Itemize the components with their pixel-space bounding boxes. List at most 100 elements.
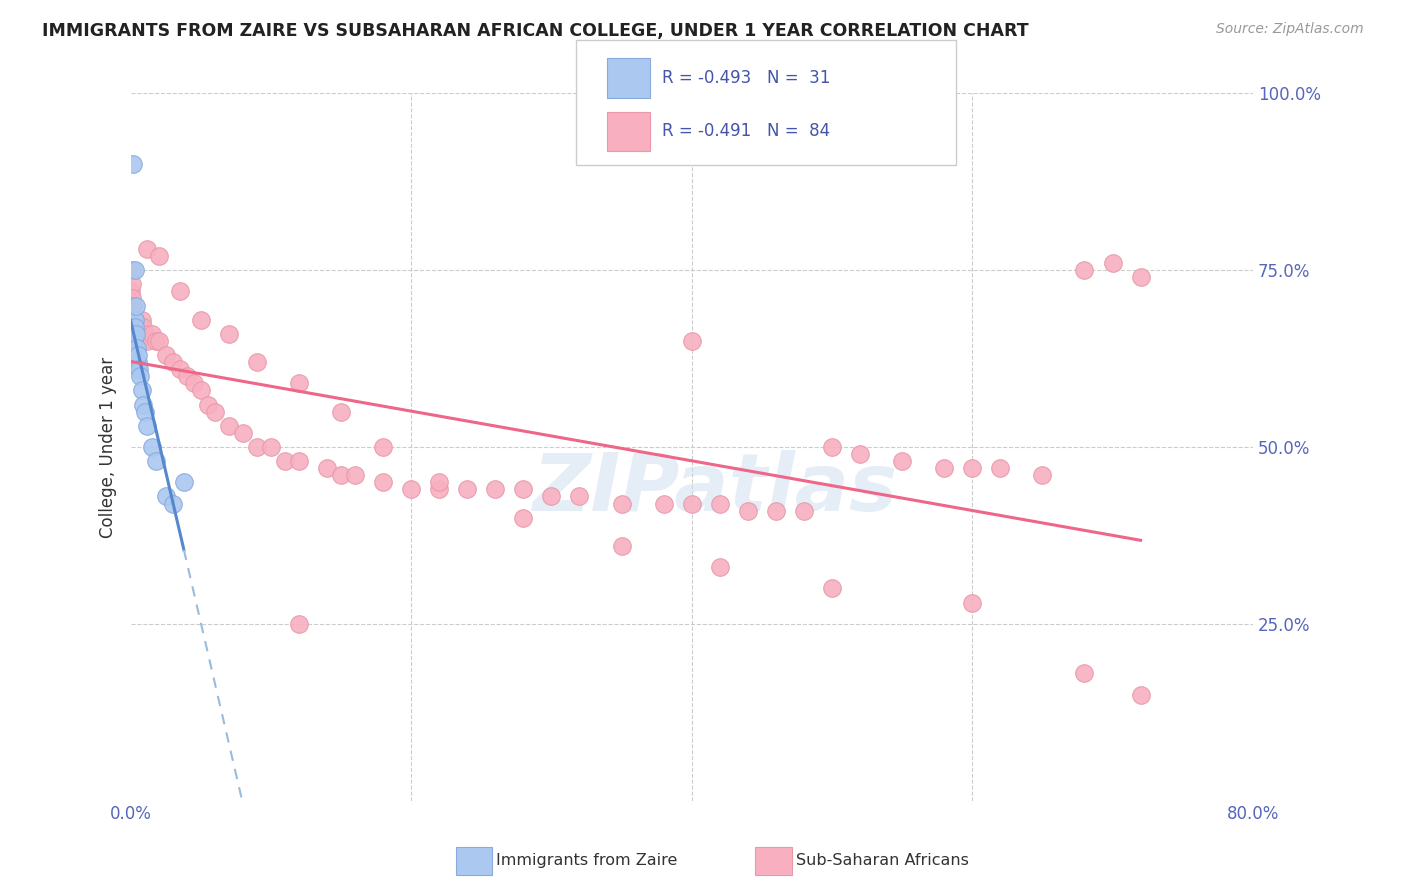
Point <box>148 249 170 263</box>
Point <box>218 326 240 341</box>
Point <box>681 497 703 511</box>
Point <box>274 454 297 468</box>
Text: Source: ZipAtlas.com: Source: ZipAtlas.com <box>1216 22 1364 37</box>
Point <box>456 483 478 497</box>
Point <box>134 404 156 418</box>
Point <box>568 490 591 504</box>
Point <box>218 418 240 433</box>
Point <box>127 326 149 341</box>
Point <box>148 334 170 348</box>
Point <box>122 157 145 171</box>
Point <box>122 312 145 326</box>
Point <box>124 263 146 277</box>
Point <box>125 326 148 341</box>
Point <box>371 475 394 490</box>
Point <box>125 319 148 334</box>
Point <box>988 461 1011 475</box>
Point <box>124 312 146 326</box>
Point <box>512 510 534 524</box>
Point <box>121 319 143 334</box>
Point <box>197 398 219 412</box>
Text: R = -0.493   N =  31: R = -0.493 N = 31 <box>662 69 831 87</box>
Point <box>128 326 150 341</box>
Point <box>330 468 353 483</box>
Point <box>183 376 205 391</box>
Point <box>132 398 155 412</box>
Point <box>821 582 844 596</box>
Point <box>122 299 145 313</box>
Point <box>1073 666 1095 681</box>
Text: IMMIGRANTS FROM ZAIRE VS SUBSAHARAN AFRICAN COLLEGE, UNDER 1 YEAR CORRELATION CH: IMMIGRANTS FROM ZAIRE VS SUBSAHARAN AFRI… <box>42 22 1029 40</box>
Point <box>652 497 675 511</box>
Point <box>120 285 142 299</box>
Point <box>155 348 177 362</box>
Point <box>122 312 145 326</box>
Point <box>288 376 311 391</box>
Text: Sub-Saharan Africans: Sub-Saharan Africans <box>796 854 969 868</box>
Point <box>821 440 844 454</box>
Point <box>484 483 506 497</box>
Point <box>136 242 159 256</box>
Point <box>540 490 562 504</box>
Point <box>136 334 159 348</box>
Point <box>1129 688 1152 702</box>
Point <box>121 341 143 355</box>
Point <box>145 334 167 348</box>
Point <box>1031 468 1053 483</box>
Point <box>162 497 184 511</box>
Point <box>246 355 269 369</box>
Point <box>129 369 152 384</box>
Point <box>122 312 145 326</box>
Point <box>125 326 148 341</box>
Point <box>136 418 159 433</box>
Point <box>121 334 143 348</box>
Point <box>128 362 150 376</box>
Point <box>127 355 149 369</box>
Point <box>122 341 145 355</box>
Text: R = -0.491   N =  84: R = -0.491 N = 84 <box>662 122 831 140</box>
Point <box>610 497 633 511</box>
Point <box>145 454 167 468</box>
Point <box>122 334 145 348</box>
Point <box>121 326 143 341</box>
Point <box>129 319 152 334</box>
Y-axis label: College, Under 1 year: College, Under 1 year <box>100 357 117 538</box>
Point <box>141 326 163 341</box>
Point <box>709 497 731 511</box>
Point <box>155 490 177 504</box>
Point <box>765 503 787 517</box>
Point <box>125 299 148 313</box>
Point <box>131 384 153 398</box>
Point <box>343 468 366 483</box>
Point <box>132 319 155 334</box>
Point <box>176 369 198 384</box>
Point <box>124 355 146 369</box>
Point <box>141 440 163 454</box>
Point <box>122 348 145 362</box>
Point <box>891 454 914 468</box>
Point <box>121 277 143 292</box>
Point <box>681 334 703 348</box>
Point <box>122 348 145 362</box>
Point <box>131 312 153 326</box>
Point <box>121 263 143 277</box>
Point <box>427 475 450 490</box>
Text: Immigrants from Zaire: Immigrants from Zaire <box>496 854 678 868</box>
Point <box>169 362 191 376</box>
Point <box>173 475 195 490</box>
Point <box>124 319 146 334</box>
Point <box>288 454 311 468</box>
Point <box>127 334 149 348</box>
Point <box>260 440 283 454</box>
Point <box>316 461 339 475</box>
Point <box>127 348 149 362</box>
Point <box>371 440 394 454</box>
Point <box>934 461 956 475</box>
Point <box>709 560 731 574</box>
Point <box>204 404 226 418</box>
Point <box>793 503 815 517</box>
Text: ZIPatlas: ZIPatlas <box>531 450 897 528</box>
Point <box>190 312 212 326</box>
Point <box>232 425 254 440</box>
Point <box>121 299 143 313</box>
